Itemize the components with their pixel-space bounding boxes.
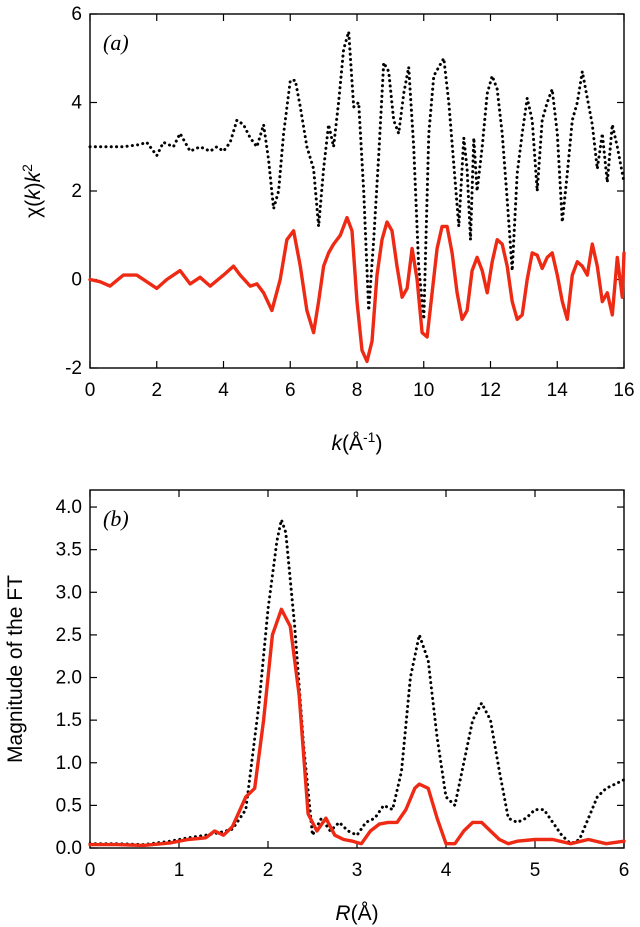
panel-b-y-tick-label: 1.0 [56, 753, 82, 774]
panel-a-y-axis-label: χ(k)k2 [19, 164, 45, 218]
panel-b-y-tick-label: 3.0 [56, 582, 82, 603]
panel-b-grid-ticks: 0 1 2 3 4 5 6 0.0 0.5 1.0 1.5 2.0 2.5 3.0 3.5 4.0 [56, 490, 630, 881]
panel-a-x-tick-label: 0 [85, 380, 96, 401]
panel-b-y-tick-label: 2.5 [56, 625, 82, 646]
panel-a-y-tick-label: 0 [71, 270, 82, 291]
panel-b-y-axis-label: Magnitude of the FT [4, 575, 27, 763]
panel-b-y-tick-label: 2.0 [56, 668, 82, 689]
panel-b-y-tick-label: 4.0 [56, 497, 82, 518]
panel-b-x-tick-label: 4 [441, 860, 452, 881]
panel-b-x-tick-label: 3 [352, 860, 363, 881]
panel-a-x-tick-label: 14 [547, 380, 569, 401]
panel-b-x-axis-label: R(Å) [335, 902, 378, 925]
panel-a-x-tick-label: 8 [352, 380, 363, 401]
panel-a-x-tick-label: 4 [218, 380, 229, 401]
panel-b-x-tick-label: 0 [85, 860, 96, 881]
panel-a-series-solid-line [88, 215, 626, 364]
panel-b: 0 1 2 3 4 5 6 0.0 0.5 1.0 1.5 2.0 2.5 3.0 3.5 4.0 (b) R… [4, 489, 630, 925]
panel-a-x-tick-label: 12 [480, 380, 501, 401]
panel-b-y-tick-label: 0.5 [56, 795, 82, 816]
panel-a-x-tick-label: 16 [613, 380, 634, 401]
panel-b-x-tick-label: 6 [619, 860, 630, 881]
panel-b-series-dotted-line [88, 518, 626, 847]
panel-a-series [88, 30, 626, 364]
panel-a-x-tick-label: 6 [285, 380, 296, 401]
panel-a-y-tick-label: 2 [71, 181, 82, 202]
panel-b-frame [89, 489, 625, 849]
panel-a-x-tick-label: 10 [413, 380, 434, 401]
panel-a-label: (a) [103, 30, 129, 55]
panel-b-y-tick-label: 0.0 [56, 838, 82, 859]
panel-b-series-solid-line [88, 607, 626, 848]
panel-b-label: (b) [103, 506, 129, 531]
panel-b-y-tick-label: 3.5 [56, 540, 82, 561]
panel-b-x-tick-label: 2 [263, 860, 274, 881]
panel-a-y-tick-label: 6 [71, 4, 82, 25]
panel-a-y-tick-label: 4 [71, 93, 82, 114]
panel-b-series [88, 518, 626, 848]
panel-a-x-axis-label: k(Å-1) [332, 429, 383, 455]
panel-a-y-tick-label: -2 [65, 358, 82, 379]
panel-b-x-tick-label: 5 [530, 860, 541, 881]
panel-b-x-tick-label: 1 [174, 860, 185, 881]
panel-a-x-tick-label: 2 [151, 380, 162, 401]
panel-a-series-dotted-line [88, 30, 626, 321]
panel-b-y-tick-label: 1.5 [56, 710, 82, 731]
